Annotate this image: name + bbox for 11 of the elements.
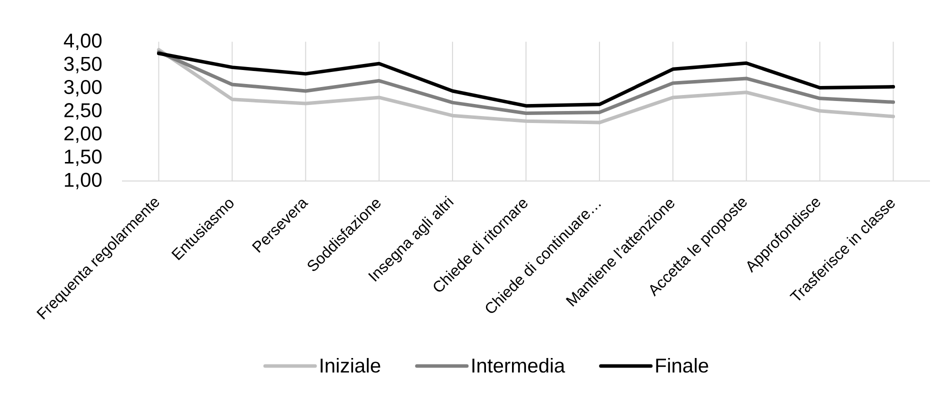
y-tick-label: 4,00 xyxy=(64,34,102,50)
legend-label: Intermedia xyxy=(472,358,566,373)
y-tick-label: 2,00 xyxy=(64,126,102,143)
y-tick-label: 2,50 xyxy=(64,103,102,120)
y-tick-label: 1,00 xyxy=(64,172,102,190)
line-series xyxy=(156,48,896,124)
y-tick-label: 3,50 xyxy=(64,56,102,74)
legend-label: Iniziale xyxy=(320,358,380,373)
y-tick-label: 3,00 xyxy=(64,80,102,96)
legend-label: Finale xyxy=(656,358,708,373)
y-tick-label: 1,50 xyxy=(64,150,102,166)
